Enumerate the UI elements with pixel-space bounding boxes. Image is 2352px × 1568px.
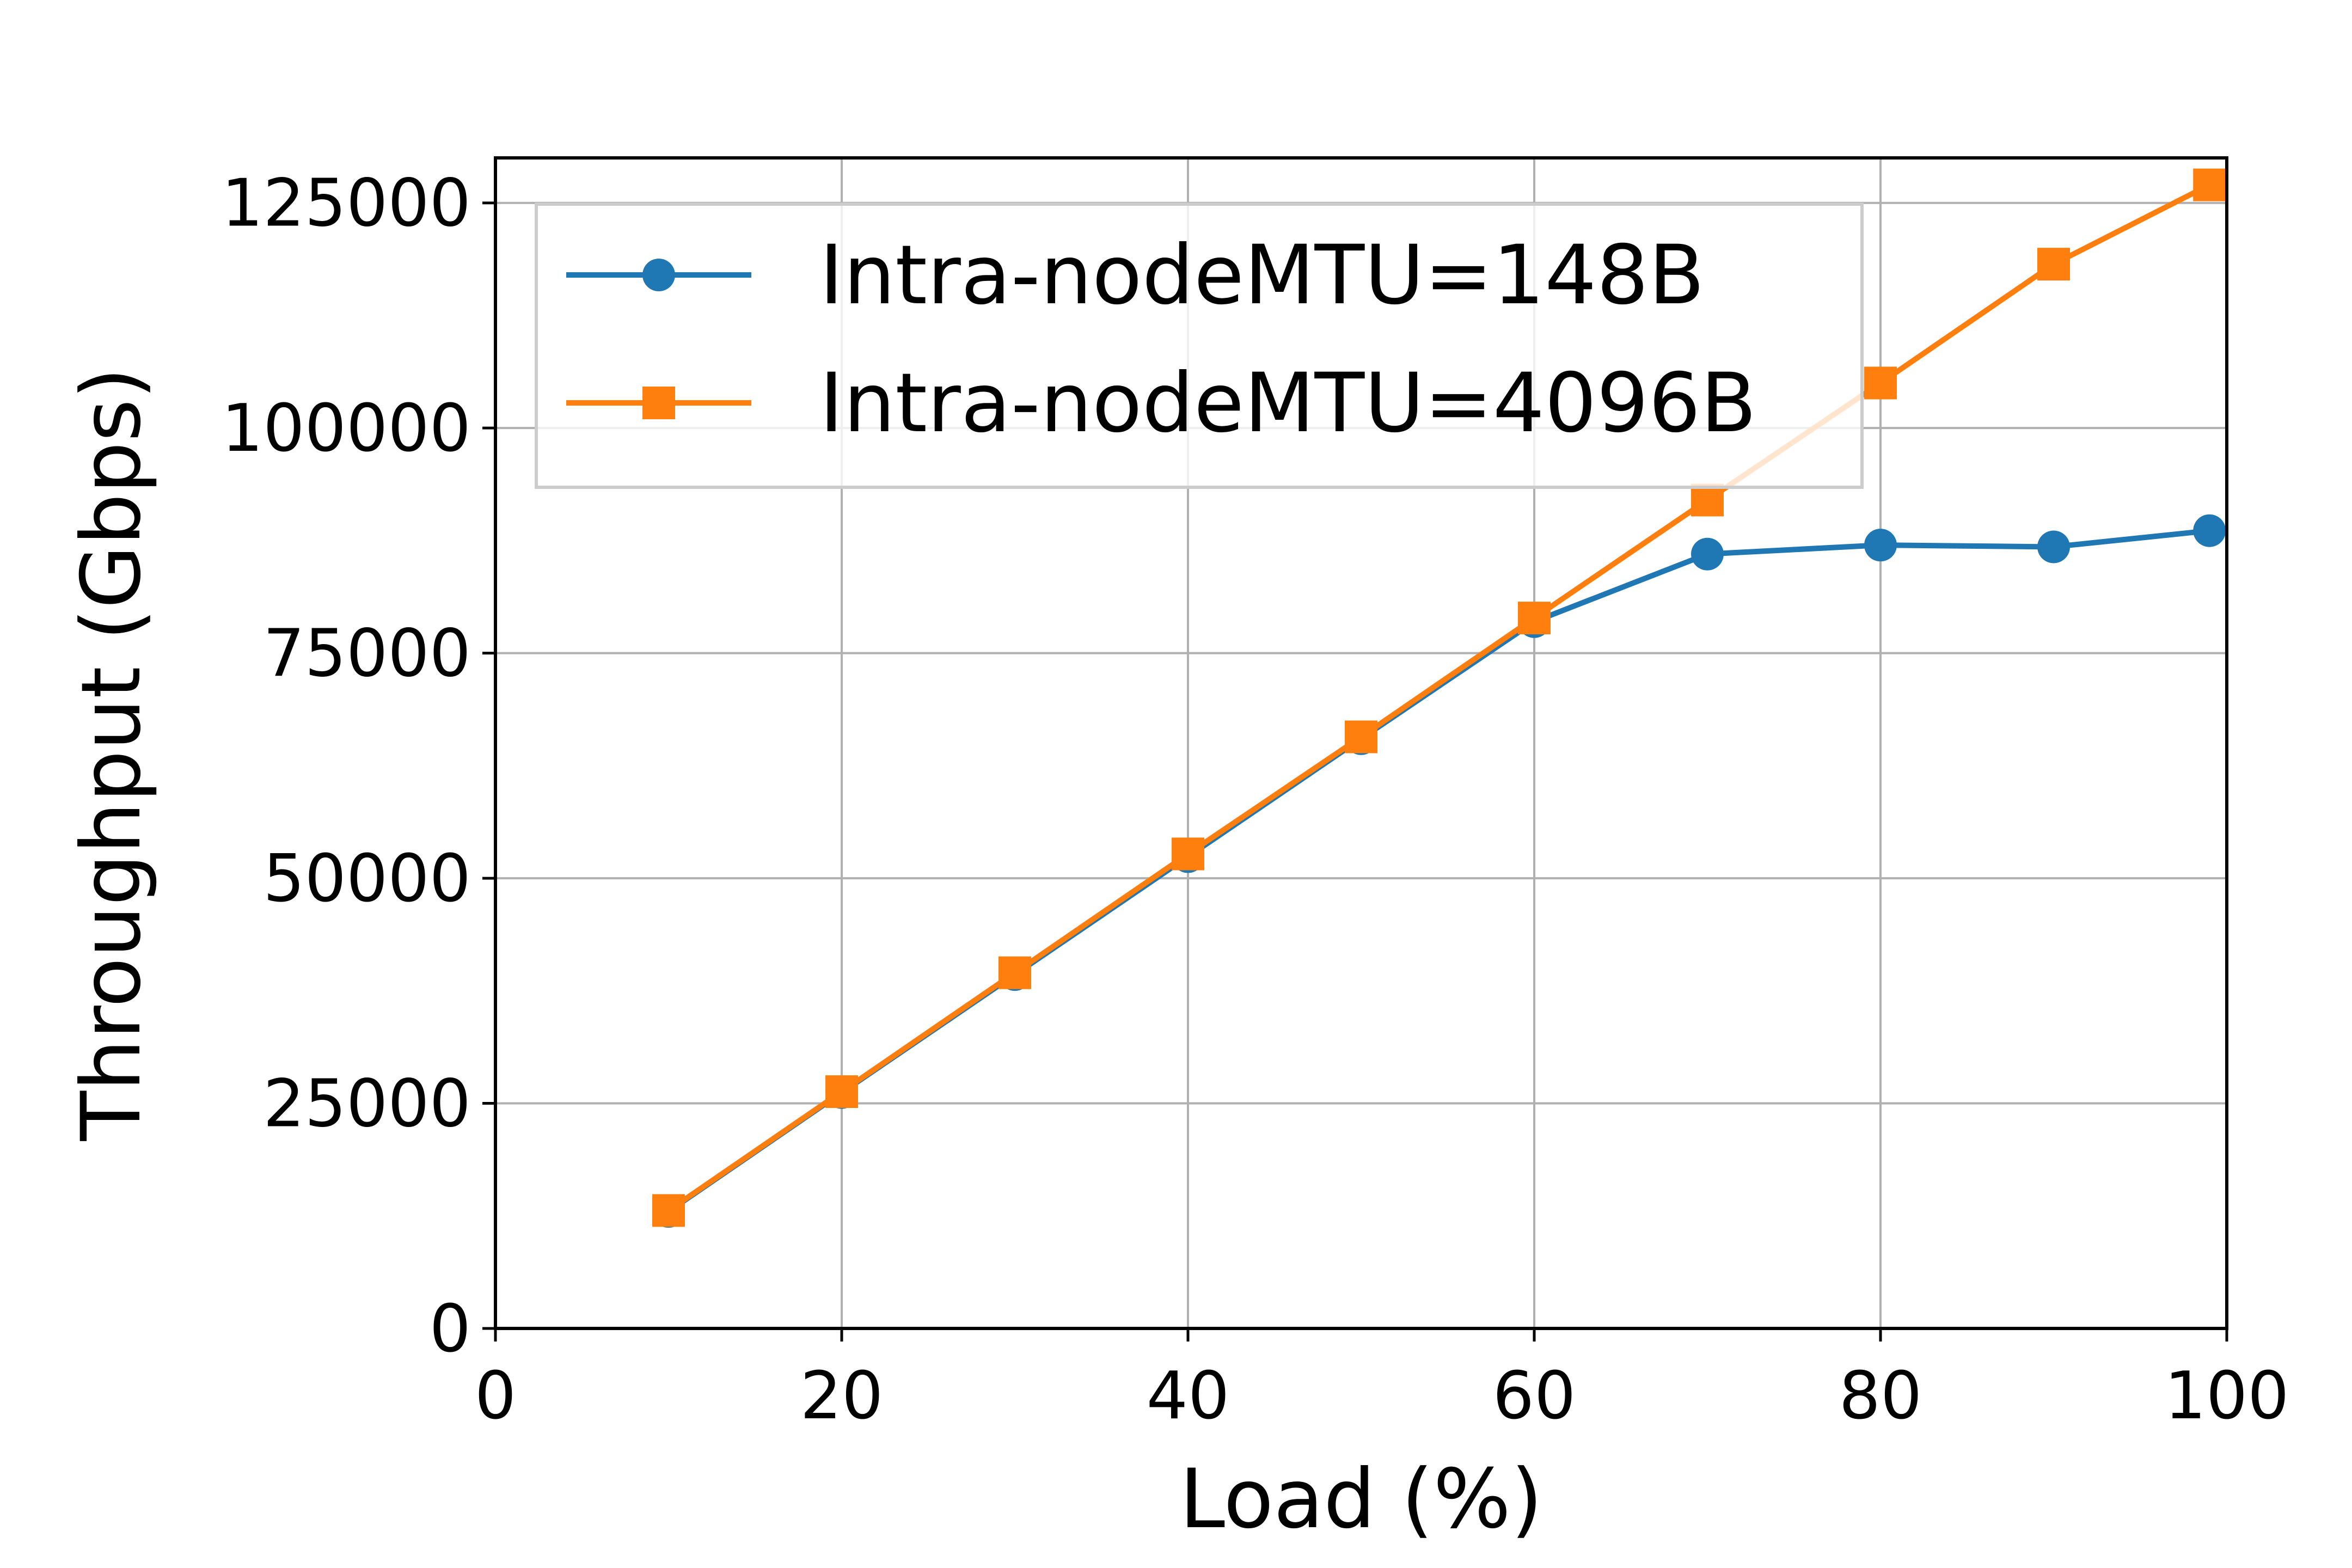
y-tick-label: 50000 <box>263 841 471 917</box>
series-layer <box>652 168 2226 1228</box>
x-axis-label: Load (%) <box>1179 1452 1542 1547</box>
data-point <box>2193 514 2226 547</box>
legend-label-148b: Intra-nodeMTU=148B <box>819 228 1705 323</box>
x-tick-label: 100 <box>2164 1358 2289 1434</box>
y-tick-label: 100000 <box>222 391 471 467</box>
axis-ticks: 0 20 40 60 80 100 0 25000 50000 75000 100000 125000 <box>222 166 2289 1434</box>
legend-box <box>535 203 1864 489</box>
data-point <box>825 1075 858 1108</box>
data-point <box>2193 168 2226 201</box>
y-tick-label: 75000 <box>263 616 471 692</box>
y-tick-label: 25000 <box>263 1067 471 1142</box>
x-tick-label: 60 <box>1493 1358 1576 1434</box>
data-point <box>2037 248 2070 281</box>
data-point <box>1345 720 1377 754</box>
data-point <box>1691 537 1724 571</box>
y-axis-label: Throughput (Gbps) <box>64 367 159 1142</box>
data-point <box>999 956 1031 989</box>
legend: Intra-nodeMTU=148B Intra-nodeMTU=4096B <box>535 203 1864 489</box>
legend-marker-shape <box>642 387 675 419</box>
legend-label-4096b: Intra-nodeMTU=4096B <box>819 356 1756 451</box>
data-point <box>1691 483 1724 517</box>
data-point <box>652 1194 685 1227</box>
legend-marker-shape <box>642 259 675 291</box>
legend-marker-148b <box>642 259 675 291</box>
series-line <box>667 182 2211 1213</box>
series-4096b <box>652 168 2226 1227</box>
legend-entry-4096b: Intra-nodeMTU=4096B <box>566 356 1756 451</box>
x-tick-label: 0 <box>475 1358 516 1434</box>
x-tick-label: 20 <box>800 1358 884 1434</box>
data-point <box>2037 530 2070 564</box>
x-tick-label: 80 <box>1839 1358 1922 1434</box>
data-point <box>1864 529 1897 562</box>
legend-marker-4096b <box>642 387 675 419</box>
legend-entry-148b: Intra-nodeMTU=148B <box>566 228 1705 323</box>
data-point <box>1518 602 1551 635</box>
y-tick-label: 125000 <box>222 166 471 242</box>
data-point <box>1864 366 1897 400</box>
data-point <box>1172 837 1204 871</box>
plot-frame <box>494 156 2228 1330</box>
y-tick-label: 0 <box>430 1291 471 1367</box>
x-tick-label: 40 <box>1147 1358 1230 1434</box>
